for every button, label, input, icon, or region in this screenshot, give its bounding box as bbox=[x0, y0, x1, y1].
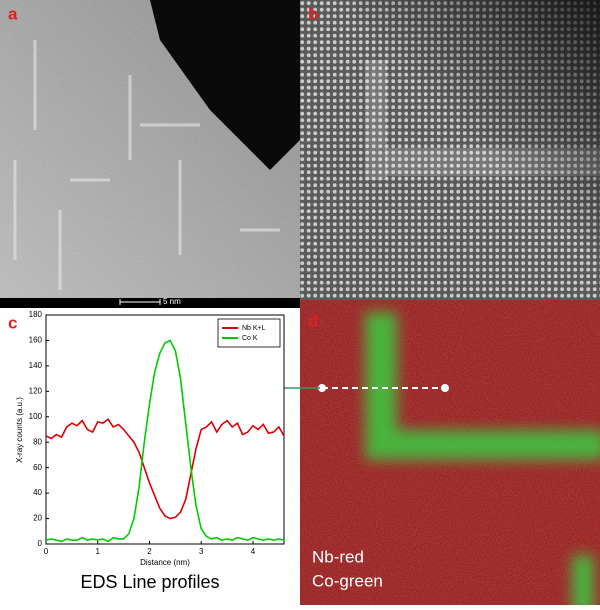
y-tick-label: 40 bbox=[33, 488, 42, 497]
panel-a: 5 nm a bbox=[0, 0, 300, 308]
y-tick-label: 0 bbox=[38, 539, 43, 548]
plot-area bbox=[45, 314, 285, 545]
x-tick-label: 3 bbox=[199, 547, 204, 556]
map-legend: Nb-red bbox=[312, 547, 364, 566]
y-tick-label: 100 bbox=[29, 412, 43, 421]
y-tick-label: 120 bbox=[29, 386, 43, 395]
y-tick-label: 140 bbox=[29, 361, 43, 370]
x-tick-label: 4 bbox=[251, 547, 256, 556]
panel-label: b bbox=[308, 4, 318, 23]
x-tick-label: 1 bbox=[96, 547, 101, 556]
x-tick-label: 2 bbox=[147, 547, 152, 556]
panel-label: d bbox=[308, 311, 318, 330]
series-line bbox=[46, 339, 284, 543]
legend-label: Co K bbox=[242, 335, 258, 342]
y-tick-label: 20 bbox=[33, 514, 42, 523]
y-tick-label: 180 bbox=[29, 310, 43, 319]
series-line bbox=[46, 418, 284, 520]
x-axis-label: Distance (nm) bbox=[140, 558, 190, 567]
y-tick-label: 80 bbox=[33, 437, 42, 446]
map-legend: Co-green bbox=[312, 571, 383, 590]
y-tick-label: 60 bbox=[33, 463, 42, 472]
scale-bar-label: 5 nm bbox=[163, 297, 181, 306]
panel-d: d Nb-red Co-green bbox=[300, 300, 600, 610]
panel-label: a bbox=[8, 4, 18, 23]
caption: EDS Line profiles bbox=[80, 572, 219, 592]
panel-c: c Distance (nm) X-ray counts (a.u.) EDS … bbox=[8, 310, 285, 592]
panel-b: b bbox=[300, 0, 600, 300]
legend-box bbox=[217, 318, 281, 348]
y-tick-label: 160 bbox=[29, 336, 43, 345]
panel-label: c bbox=[8, 313, 17, 332]
y-axis-label: X-ray counts (a.u.) bbox=[15, 397, 24, 463]
legend-label: Nb K+L bbox=[242, 325, 266, 332]
x-tick-label: 0 bbox=[44, 547, 49, 556]
plot-lines bbox=[46, 339, 284, 543]
